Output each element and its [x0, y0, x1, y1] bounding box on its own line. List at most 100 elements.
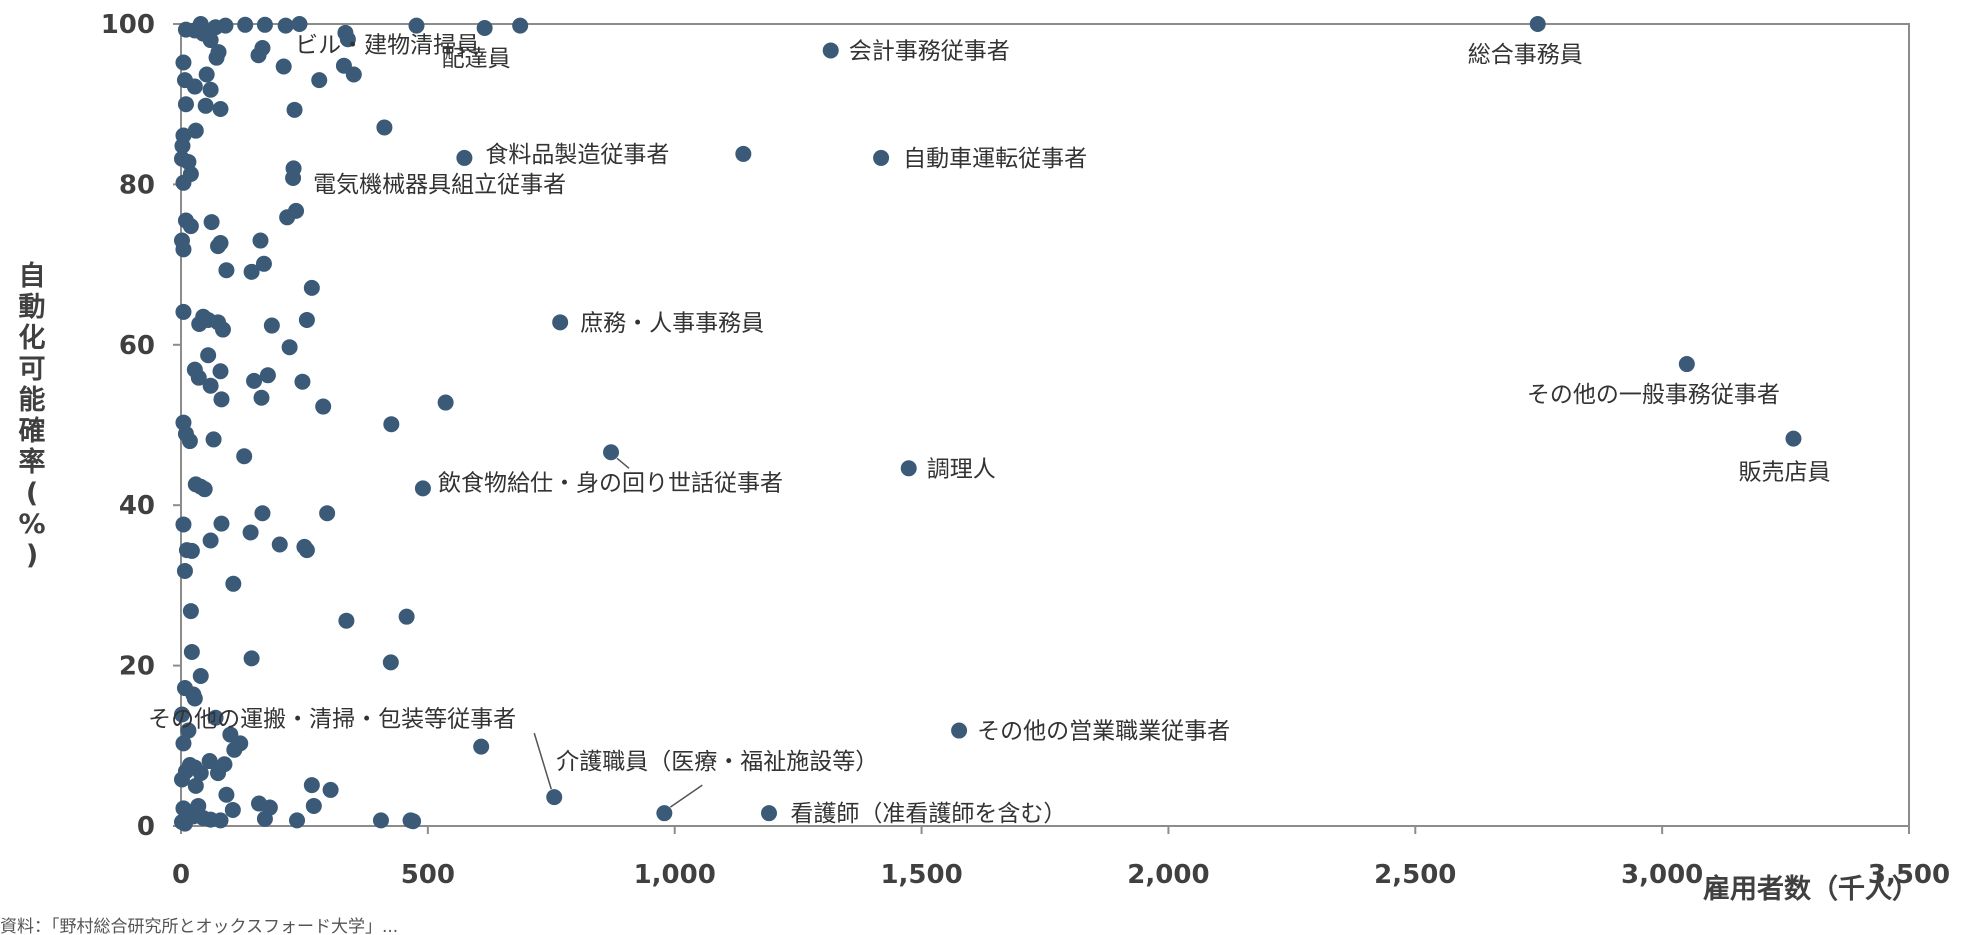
x-tick-label: 3,500 — [1868, 860, 1950, 890]
data-point — [294, 373, 311, 390]
data-point — [186, 78, 203, 95]
data-point — [552, 314, 569, 331]
data-point — [202, 532, 219, 549]
data-point — [335, 57, 352, 74]
point-annotation: 総合事務員 — [1468, 42, 1583, 68]
data-point — [212, 812, 229, 829]
data-points — [173, 16, 1802, 832]
data-point — [315, 398, 332, 415]
data-point — [476, 20, 493, 37]
data-point — [1785, 430, 1802, 447]
data-point — [382, 654, 399, 671]
data-point — [175, 241, 192, 258]
data-point — [200, 347, 217, 364]
data-point — [303, 279, 320, 296]
leader-line — [533, 732, 552, 790]
x-tick-label: 3,000 — [1621, 860, 1703, 890]
point-annotation: 庶務・人事事務員 — [580, 310, 764, 336]
point-annotation: 介護職員（医療・福祉施設等） — [556, 749, 878, 775]
annotation-leader-lines — [533, 457, 703, 808]
data-point — [873, 149, 890, 166]
data-point — [212, 101, 229, 118]
data-point — [303, 777, 320, 794]
data-point — [656, 805, 673, 822]
y-tick-label: 100 — [101, 10, 155, 40]
x-tick-label: 2,500 — [1374, 860, 1456, 890]
data-point — [212, 363, 229, 380]
data-point — [202, 32, 219, 49]
data-point — [182, 603, 199, 620]
data-point — [210, 765, 227, 782]
x-tick-label: 1,500 — [880, 860, 962, 890]
y-axis-ticks: 0 20 40 60 80 100 — [101, 10, 181, 842]
data-point — [761, 805, 778, 822]
data-point — [183, 643, 200, 660]
data-point — [218, 786, 235, 803]
data-point — [243, 263, 260, 280]
data-point — [339, 31, 356, 48]
data-point — [271, 536, 288, 553]
data-point — [208, 49, 225, 66]
data-point — [256, 16, 273, 33]
data-point — [735, 145, 752, 162]
data-point — [207, 19, 224, 36]
data-point — [181, 433, 198, 450]
data-point — [175, 735, 192, 752]
data-point — [822, 42, 839, 59]
data-point — [281, 339, 298, 356]
data-point — [456, 149, 473, 166]
data-point — [275, 58, 292, 75]
y-tick-label: 0 — [137, 812, 155, 842]
data-point — [175, 516, 192, 533]
data-point — [180, 722, 197, 739]
data-point — [186, 690, 203, 707]
data-point — [224, 801, 241, 818]
x-tick-label: 2,000 — [1127, 860, 1209, 890]
data-point — [254, 505, 271, 522]
data-point — [319, 505, 336, 522]
data-point — [202, 377, 219, 394]
point-annotation: 電気機械器具組立従事者 — [313, 172, 566, 198]
data-point — [198, 66, 215, 83]
point-annotation: 飲食物給仕・身の回り世話従事者 — [438, 470, 783, 496]
data-point — [187, 777, 204, 794]
y-tick-label: 40 — [119, 491, 155, 521]
data-point — [383, 416, 400, 433]
point-annotation: 配達員 — [442, 46, 511, 72]
data-point — [214, 321, 231, 338]
data-point — [414, 480, 431, 497]
data-point — [259, 367, 276, 384]
data-point — [213, 391, 230, 408]
data-point — [196, 481, 213, 498]
data-point — [175, 174, 192, 191]
data-point — [187, 122, 204, 139]
data-point — [298, 311, 315, 328]
y-axis-title: 自動化可能確率(%) — [18, 260, 45, 571]
data-point — [512, 17, 529, 34]
data-point — [180, 153, 197, 170]
data-point — [951, 722, 968, 739]
data-point — [177, 763, 194, 780]
data-point — [236, 448, 253, 465]
x-axis-title: 雇用者数（千人） — [1703, 873, 1919, 905]
data-point — [213, 515, 230, 532]
point-annotation: その他の運搬・清掃・包装等従事者 — [148, 707, 516, 733]
data-point — [1678, 356, 1695, 373]
leader-line — [616, 457, 630, 469]
data-point — [177, 21, 194, 38]
data-point — [207, 709, 224, 726]
data-point — [191, 315, 208, 332]
data-point — [1529, 16, 1546, 32]
data-point — [298, 542, 315, 559]
data-point — [291, 16, 308, 32]
x-tick-label: 1,000 — [634, 860, 716, 890]
data-point — [173, 706, 190, 723]
data-point — [176, 562, 193, 579]
data-point — [253, 389, 270, 406]
data-point — [176, 815, 193, 832]
point-annotation: ビル・建物清掃員 — [295, 33, 479, 59]
data-point — [376, 119, 393, 136]
data-point — [226, 741, 243, 758]
